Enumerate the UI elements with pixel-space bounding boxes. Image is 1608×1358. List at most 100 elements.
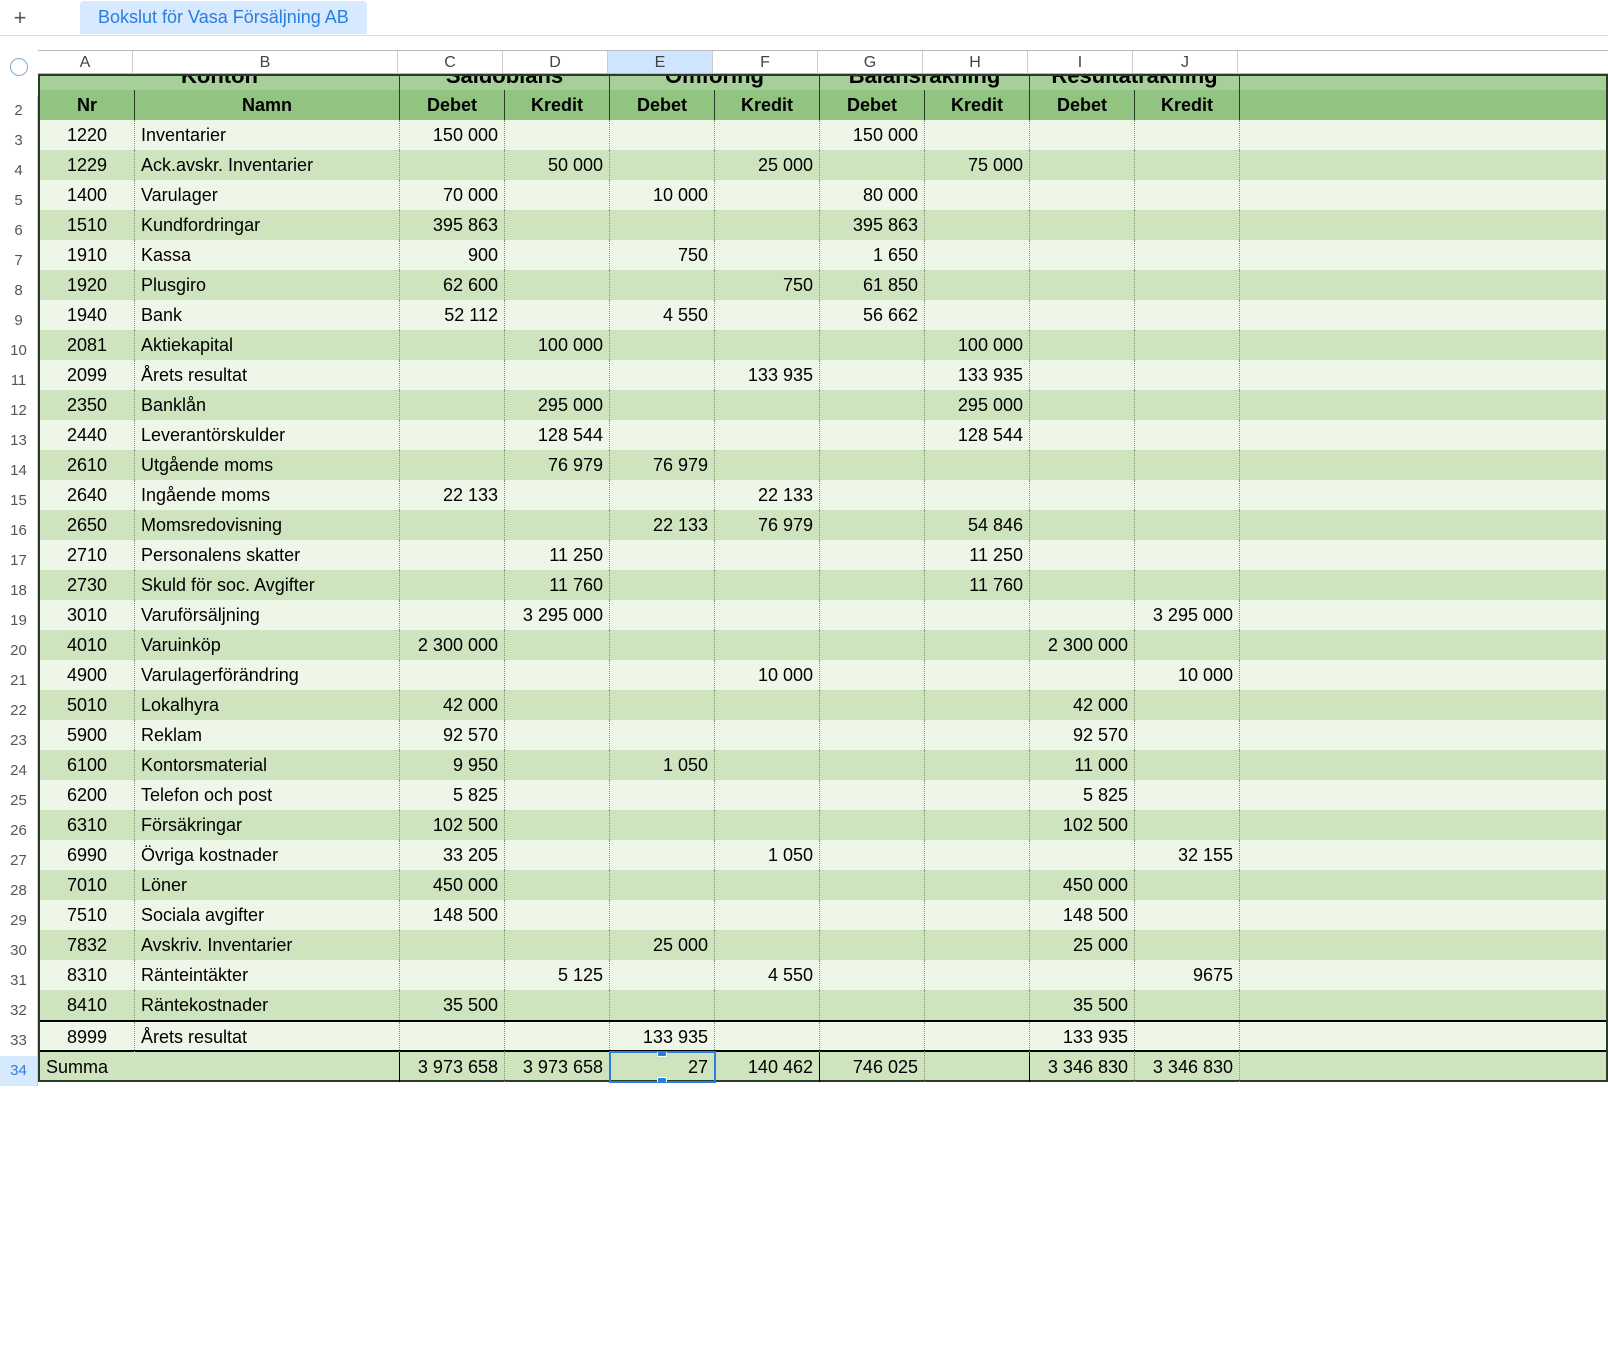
cell[interactable]	[1135, 180, 1240, 210]
cell[interactable]	[610, 960, 715, 990]
cell[interactable]: 2099	[40, 360, 135, 390]
cell[interactable]	[505, 630, 610, 660]
cell[interactable]	[715, 600, 820, 630]
cell[interactable]	[1030, 150, 1135, 180]
cell[interactable]	[400, 540, 505, 570]
cell[interactable]	[610, 840, 715, 870]
cell[interactable]	[925, 810, 1030, 840]
cell[interactable]	[610, 270, 715, 300]
cell[interactable]	[820, 150, 925, 180]
row-header[interactable]: 34	[0, 1056, 38, 1086]
cell[interactable]	[505, 480, 610, 510]
cell[interactable]: Årets resultat	[135, 1022, 400, 1052]
cell[interactable]	[715, 300, 820, 330]
cell[interactable]: Försäkringar	[135, 810, 400, 840]
row-header[interactable]: 10	[0, 336, 38, 366]
row-header[interactable]: 5	[0, 186, 38, 216]
cell[interactable]	[820, 360, 925, 390]
cell[interactable]: 295 000	[505, 390, 610, 420]
cell[interactable]	[505, 210, 610, 240]
cell[interactable]: Telefon och post	[135, 780, 400, 810]
row-header[interactable]: 19	[0, 606, 38, 636]
cell[interactable]: 2440	[40, 420, 135, 450]
header-cell[interactable]: Debet	[820, 90, 925, 120]
cell[interactable]: 76 979	[715, 510, 820, 540]
cell[interactable]: Plusgiro	[135, 270, 400, 300]
cell[interactable]: 3 295 000	[1135, 600, 1240, 630]
cell[interactable]	[1030, 840, 1135, 870]
cell[interactable]	[610, 630, 715, 660]
cell[interactable]	[610, 570, 715, 600]
cell[interactable]	[820, 540, 925, 570]
cell[interactable]	[505, 990, 610, 1020]
cell[interactable]	[1135, 870, 1240, 900]
cell[interactable]	[1030, 600, 1135, 630]
cell[interactable]: Varulager	[135, 180, 400, 210]
cell[interactable]: 3 295 000	[505, 600, 610, 630]
cell[interactable]	[715, 630, 820, 660]
row-header[interactable]: 25	[0, 786, 38, 816]
cell[interactable]: 22 133	[715, 480, 820, 510]
cell[interactable]: 1229	[40, 150, 135, 180]
cell[interactable]	[820, 990, 925, 1020]
sheet-tab[interactable]: Bokslut för Vasa Försäljning AB	[80, 1, 367, 34]
cell[interactable]	[715, 180, 820, 210]
cell[interactable]	[1135, 420, 1240, 450]
cell[interactable]	[1135, 720, 1240, 750]
cell[interactable]: 11 760	[505, 570, 610, 600]
cell[interactable]	[1030, 570, 1135, 600]
cell[interactable]	[505, 750, 610, 780]
cell[interactable]: 62 600	[400, 270, 505, 300]
cell[interactable]	[505, 660, 610, 690]
header-cell[interactable]: Kredit	[505, 90, 610, 120]
cell[interactable]	[1135, 990, 1240, 1020]
cell[interactable]	[925, 690, 1030, 720]
cell[interactable]	[400, 600, 505, 630]
cell[interactable]	[1030, 300, 1135, 330]
cell[interactable]	[505, 870, 610, 900]
cell[interactable]: 25 000	[715, 150, 820, 180]
cell[interactable]: 8999	[40, 1022, 135, 1052]
cell[interactable]	[505, 360, 610, 390]
cell[interactable]: Övriga kostnader	[135, 840, 400, 870]
cell[interactable]	[505, 510, 610, 540]
cell[interactable]	[715, 750, 820, 780]
cell[interactable]	[1030, 330, 1135, 360]
cell[interactable]	[1135, 120, 1240, 150]
cell[interactable]	[820, 1022, 925, 1052]
cell[interactable]: 3 346 830	[1030, 1052, 1135, 1082]
cell[interactable]	[715, 720, 820, 750]
cell[interactable]	[925, 660, 1030, 690]
cell[interactable]: 2650	[40, 510, 135, 540]
cell[interactable]	[1030, 510, 1135, 540]
cell[interactable]: 1940	[40, 300, 135, 330]
row-header[interactable]: 7	[0, 246, 38, 276]
cell[interactable]: Avskriv. Inventarier	[135, 930, 400, 960]
cell[interactable]	[820, 480, 925, 510]
cell[interactable]: 100 000	[505, 330, 610, 360]
cell[interactable]: 450 000	[1030, 870, 1135, 900]
cell[interactable]: Bank	[135, 300, 400, 330]
row-header[interactable]: 13	[0, 426, 38, 456]
cell[interactable]	[1135, 630, 1240, 660]
cell[interactable]: 746 025	[820, 1052, 925, 1082]
cell[interactable]: 32 155	[1135, 840, 1240, 870]
row-header[interactable]: 2	[0, 96, 38, 126]
cell[interactable]	[925, 630, 1030, 660]
cell[interactable]: Sociala avgifter	[135, 900, 400, 930]
cell[interactable]: 900	[400, 240, 505, 270]
cell[interactable]	[400, 510, 505, 540]
cell[interactable]	[925, 120, 1030, 150]
cell[interactable]	[715, 420, 820, 450]
cell[interactable]: Reklam	[135, 720, 400, 750]
cell[interactable]: 295 000	[925, 390, 1030, 420]
cell[interactable]	[1030, 660, 1135, 690]
cell[interactable]: 6310	[40, 810, 135, 840]
cell[interactable]: 75 000	[925, 150, 1030, 180]
row-header[interactable]: 30	[0, 936, 38, 966]
column-header[interactable]: B	[133, 51, 398, 73]
cell[interactable]	[820, 900, 925, 930]
cell[interactable]: 50 000	[505, 150, 610, 180]
cell[interactable]	[400, 960, 505, 990]
row-header[interactable]: 14	[0, 456, 38, 486]
